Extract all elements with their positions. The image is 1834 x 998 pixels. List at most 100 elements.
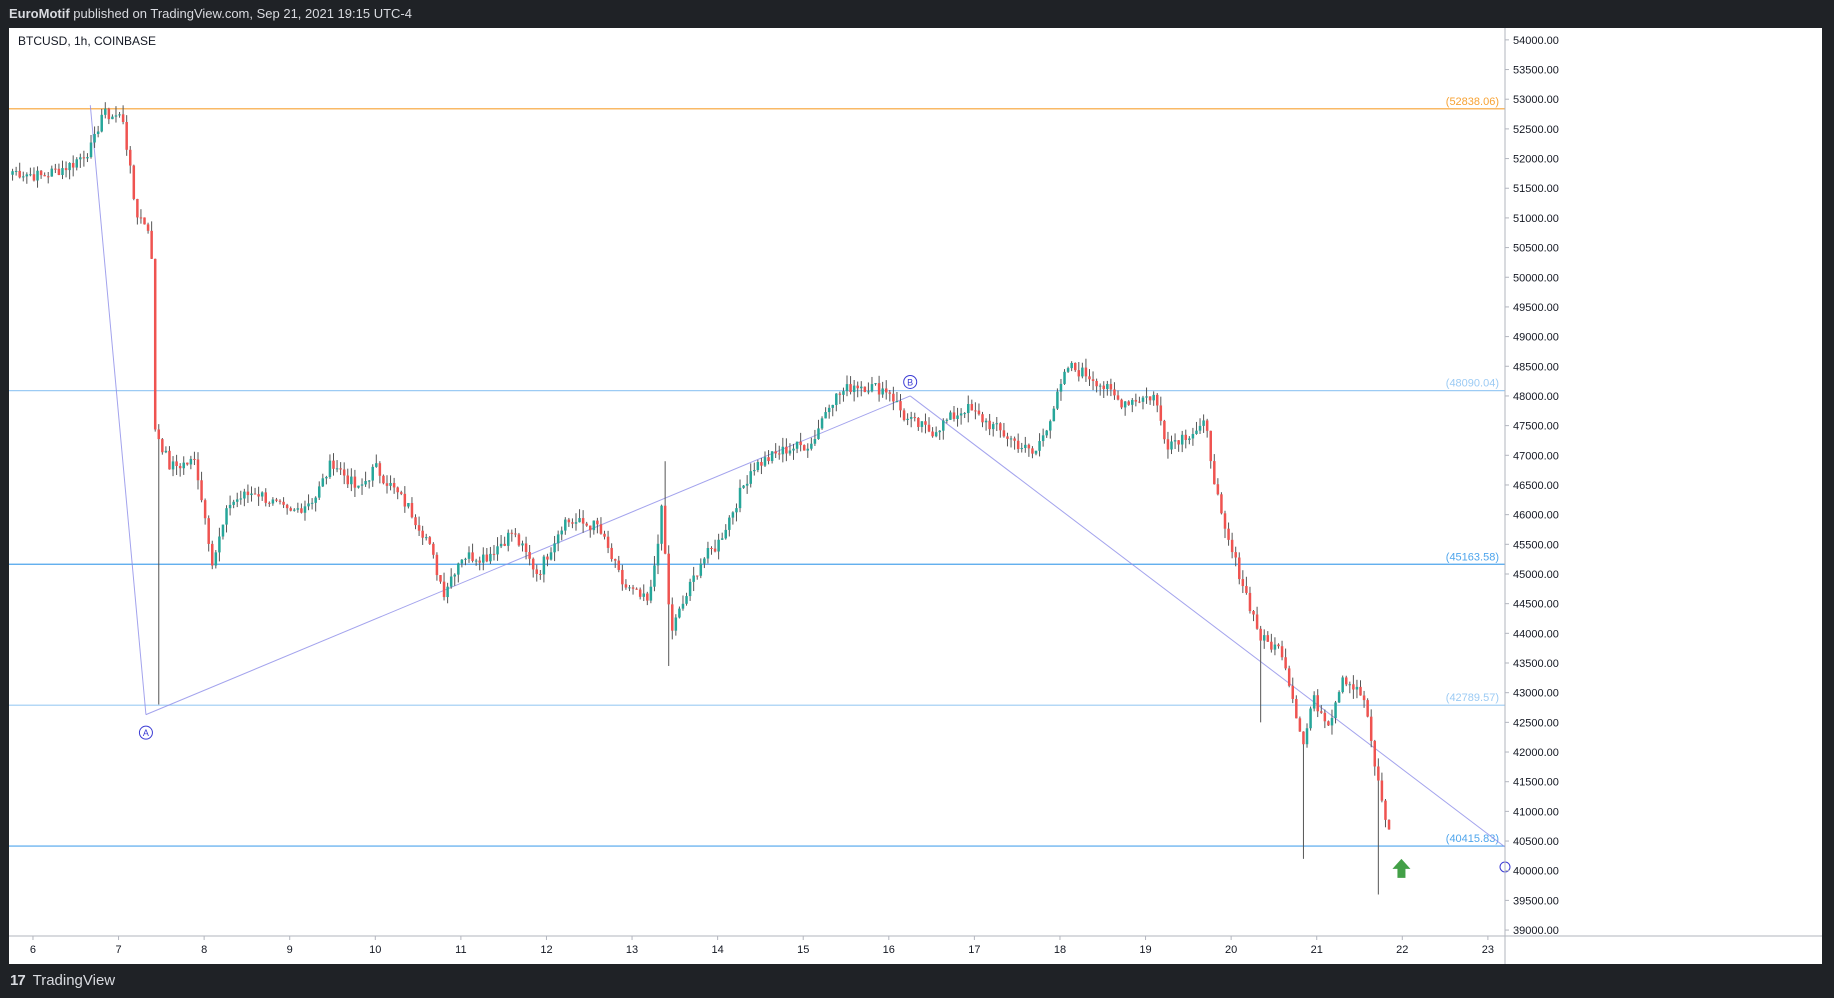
candle-body xyxy=(232,501,235,505)
candle-body xyxy=(1155,394,1159,406)
candle-body xyxy=(410,503,414,518)
candle-body xyxy=(767,457,770,462)
candle-body xyxy=(128,149,132,166)
publisher-name[interactable]: EuroMotif xyxy=(9,6,70,21)
candle-body xyxy=(635,588,638,590)
candle-body xyxy=(467,552,471,559)
candle-body xyxy=(913,417,917,419)
candle-body xyxy=(945,419,949,421)
candle-body xyxy=(1052,408,1056,422)
candle-body xyxy=(478,560,481,563)
candle-body xyxy=(863,386,867,392)
candle-body xyxy=(1166,439,1170,450)
candle-body xyxy=(663,505,667,554)
candle-body xyxy=(1202,420,1205,426)
candle-body xyxy=(1220,494,1223,514)
time-tick-label: 12 xyxy=(540,944,552,956)
candle-body xyxy=(638,589,642,597)
candle-body xyxy=(556,534,560,544)
tradingview-logo-icon[interactable]: 17 xyxy=(10,972,26,989)
price-tick-label: 39000.00 xyxy=(1513,925,1559,937)
candle-body xyxy=(1106,384,1109,389)
candle-body xyxy=(1384,800,1387,820)
chart-frame[interactable]: (52838.06) (48090.04) (45163.58) (42789.57)… xyxy=(9,28,1822,964)
candle-body xyxy=(553,543,556,553)
candle-body xyxy=(517,534,521,546)
candle-body xyxy=(799,441,802,446)
candle-body xyxy=(699,563,703,576)
candle-body xyxy=(446,586,449,598)
candle-body xyxy=(756,461,760,471)
candle-body xyxy=(68,162,71,171)
price-tick-label: 44000.00 xyxy=(1513,628,1559,640)
price-tick-label: 51000.00 xyxy=(1513,213,1559,225)
candle-body xyxy=(250,493,253,496)
candle-body xyxy=(856,385,859,389)
candle-body xyxy=(981,414,984,423)
candle-body xyxy=(1031,448,1034,454)
candle-body xyxy=(389,482,392,486)
candle-body xyxy=(332,460,335,469)
candle-body xyxy=(703,558,706,564)
candle-body xyxy=(1009,438,1013,440)
price-tick-label: 39500.00 xyxy=(1513,895,1559,907)
candle-body xyxy=(991,424,995,430)
candle-body xyxy=(293,509,296,511)
price-tick-label: 52500.00 xyxy=(1513,124,1559,136)
candle-body xyxy=(753,470,756,472)
candle-body xyxy=(161,439,164,453)
candle-body xyxy=(603,533,606,537)
candle-body xyxy=(578,518,581,523)
candle-body xyxy=(453,574,456,577)
candle-body xyxy=(1377,766,1380,781)
candle-body xyxy=(692,575,695,582)
candle-body xyxy=(1387,819,1391,830)
candle-body xyxy=(717,539,720,552)
candle-body xyxy=(802,445,806,451)
candle-body xyxy=(631,587,635,589)
candle-body xyxy=(54,168,57,170)
candle-body xyxy=(214,552,218,566)
candle-body xyxy=(1188,438,1191,440)
published-text: published on TradingView.com, Sep 21, 20… xyxy=(73,6,412,21)
candle-body xyxy=(642,593,645,597)
candle-body xyxy=(143,217,146,225)
candle-body xyxy=(599,524,603,534)
candle-body xyxy=(1245,586,1248,593)
candle-body xyxy=(1277,644,1280,647)
candle-body xyxy=(114,115,118,117)
candle-body xyxy=(460,559,464,564)
candle-body xyxy=(1234,552,1237,558)
candle-body xyxy=(43,175,46,177)
candle-body xyxy=(243,491,246,499)
candle-body xyxy=(849,384,852,393)
candle-body xyxy=(328,460,332,478)
candle-body xyxy=(581,518,585,524)
candle-body xyxy=(1056,391,1059,409)
price-tick-label: 51500.00 xyxy=(1513,183,1559,195)
candlestick-chart[interactable]: (52838.06) (48090.04) (45163.58) (42789.57)… xyxy=(9,28,1822,964)
candle-body xyxy=(585,523,588,526)
candle-body xyxy=(892,393,895,402)
candle-body xyxy=(877,383,881,395)
point-b-circle xyxy=(903,374,918,389)
candle-body xyxy=(392,482,396,488)
candle-body xyxy=(671,604,674,631)
point-a-circle xyxy=(138,725,153,740)
candle-body xyxy=(1316,695,1319,712)
candle-body xyxy=(1173,440,1177,442)
abcd-pattern: AB xyxy=(89,105,1511,878)
footer-brand[interactable]: TradingView xyxy=(32,972,116,989)
candle-body xyxy=(271,499,275,504)
candle-body xyxy=(375,463,378,467)
candle-body xyxy=(382,475,385,484)
symbol-label: BTCUSD, 1h, COINBASE xyxy=(18,34,157,48)
candle-body xyxy=(1159,405,1163,421)
candle-body xyxy=(310,502,314,504)
candle-body xyxy=(457,563,460,575)
candle-body xyxy=(842,391,845,395)
candle-body xyxy=(845,384,849,392)
pattern-line xyxy=(909,395,1506,848)
candle-body xyxy=(1084,367,1088,377)
candle-body xyxy=(1223,513,1227,529)
